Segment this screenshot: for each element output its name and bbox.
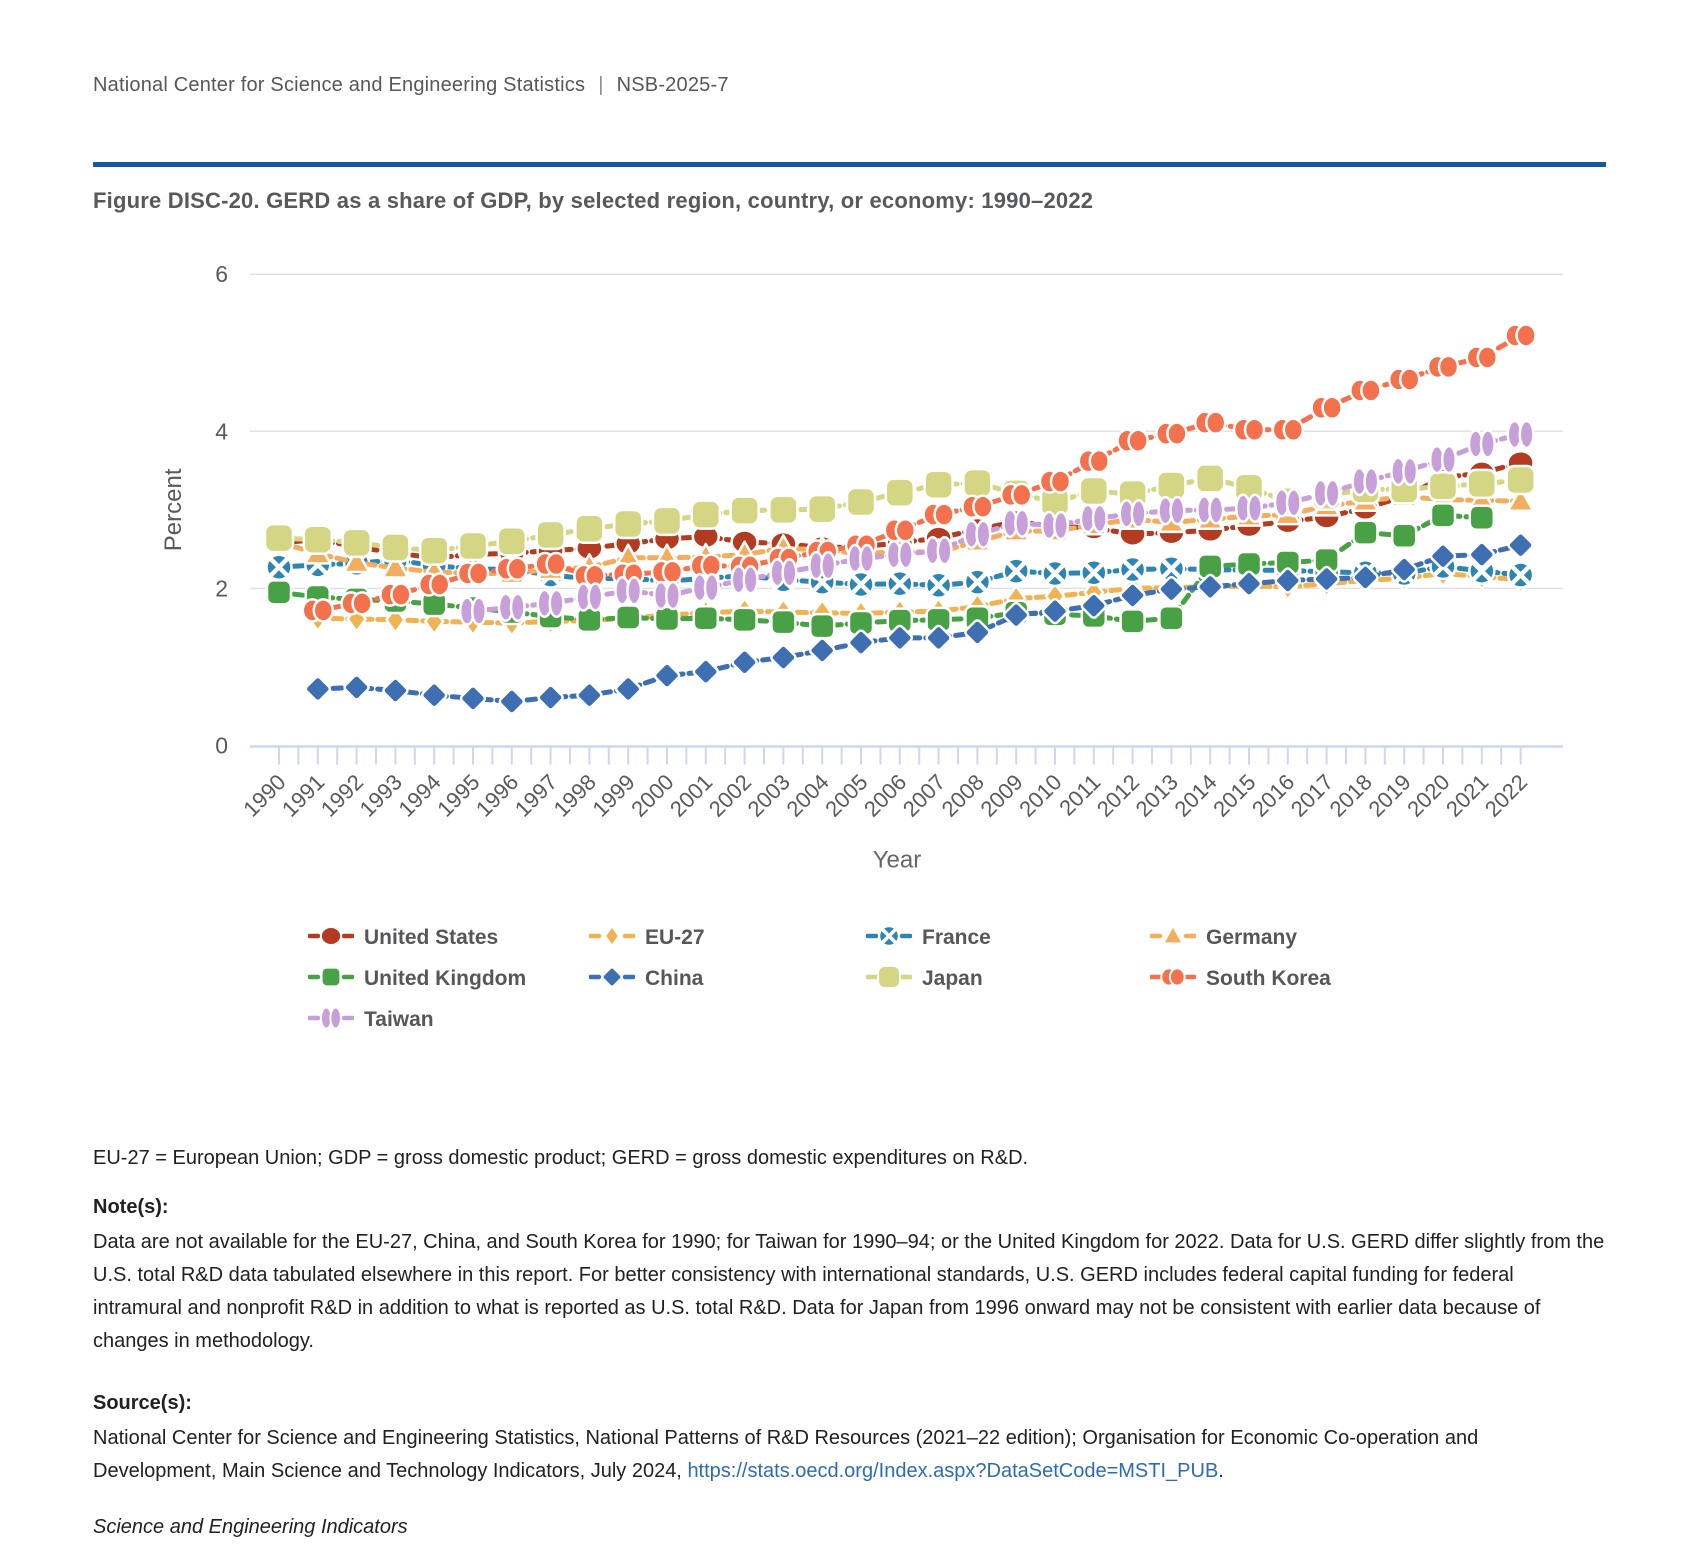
svg-text:1995: 1995 bbox=[432, 769, 484, 821]
svg-text:1993: 1993 bbox=[355, 769, 407, 821]
figure-title: Figure DISC-20. GERD as a share of GDP, … bbox=[93, 188, 1094, 213]
svg-text:2012: 2012 bbox=[1092, 769, 1144, 821]
circle-x-legend-icon bbox=[865, 922, 913, 955]
legend-label: Japan bbox=[922, 967, 983, 990]
svg-text:1991: 1991 bbox=[277, 769, 329, 821]
notes-label: Note(s): bbox=[93, 1196, 169, 1218]
svg-text:2016: 2016 bbox=[1247, 769, 1299, 821]
legend-label: United Kingdom bbox=[364, 967, 527, 990]
notes-section: Note(s): Data are not available for the … bbox=[93, 1196, 1605, 1358]
legend-label: Germany bbox=[1206, 926, 1298, 949]
diamond-thin-legend-icon bbox=[588, 922, 636, 955]
source-text-after: . bbox=[1218, 1460, 1224, 1482]
svg-text:1999: 1999 bbox=[587, 769, 639, 821]
svg-text:Percent: Percent bbox=[160, 468, 187, 551]
legend-item-japan[interactable]: Japan bbox=[865, 963, 1150, 996]
legend-item-germany[interactable]: Germany bbox=[1149, 922, 1331, 955]
svg-text:2002: 2002 bbox=[704, 769, 756, 821]
svg-text:1994: 1994 bbox=[393, 769, 445, 821]
notes-text: Data are not available for the EU-27, Ch… bbox=[93, 1231, 1605, 1352]
svg-text:2011: 2011 bbox=[1054, 769, 1105, 820]
legend-item-south-korea[interactable]: South Korea bbox=[1149, 963, 1331, 996]
legend-label: EU-27 bbox=[645, 926, 705, 949]
gerd-line-chart: 0 2 4 6 Percent 1990 1991 1992 1993 1994 1995 1996 1… bbox=[0, 230, 1699, 890]
source-label: Source(s): bbox=[93, 1392, 192, 1414]
peanut-h-legend-icon bbox=[1149, 963, 1197, 996]
legend-item-taiwan[interactable]: Taiwan bbox=[307, 1004, 589, 1037]
svg-text:2022: 2022 bbox=[1480, 769, 1532, 821]
svg-text:1997: 1997 bbox=[510, 769, 562, 821]
legend-label: Taiwan bbox=[364, 1008, 434, 1031]
svg-text:1998: 1998 bbox=[549, 769, 601, 821]
legend-item-eu-27[interactable]: EU-27 bbox=[588, 922, 866, 955]
svg-text:Year: Year bbox=[873, 847, 922, 874]
chart-canvas: 0246Percent19901991199219931994199519961… bbox=[160, 261, 1563, 874]
svg-text:2020: 2020 bbox=[1402, 769, 1454, 821]
svg-text:2014: 2014 bbox=[1169, 769, 1221, 821]
source-section: Source(s): National Center for Science a… bbox=[93, 1392, 1605, 1488]
svg-text:2003: 2003 bbox=[743, 769, 795, 821]
square-large-legend-icon bbox=[865, 963, 913, 996]
header-report-id: NSB-2025-7 bbox=[616, 74, 729, 96]
source-text-before: National Center for Science and Engineer… bbox=[93, 1427, 1479, 1482]
header-divider: | bbox=[598, 74, 604, 96]
svg-text:2000: 2000 bbox=[626, 769, 678, 821]
svg-text:2010: 2010 bbox=[1014, 769, 1066, 821]
legend-label: United States bbox=[364, 926, 499, 949]
page-header: National Center for Science and Engineer… bbox=[93, 74, 729, 97]
diamond-legend-icon bbox=[588, 963, 636, 996]
svg-text:2009: 2009 bbox=[975, 769, 1027, 821]
svg-text:0: 0 bbox=[215, 733, 228, 759]
svg-text:1990: 1990 bbox=[238, 769, 290, 821]
legend-item-united-kingdom[interactable]: United Kingdom bbox=[307, 963, 589, 996]
svg-text:4: 4 bbox=[215, 418, 228, 444]
svg-text:2007: 2007 bbox=[898, 769, 950, 821]
header-rule bbox=[93, 162, 1606, 167]
svg-text:2021: 2021 bbox=[1441, 769, 1493, 821]
square-legend-icon bbox=[307, 963, 355, 996]
svg-text:2008: 2008 bbox=[937, 769, 989, 821]
chart-legend: United States EU-27 France Germany United Ki… bbox=[307, 922, 1331, 1037]
circle-legend-icon bbox=[307, 922, 355, 955]
publication-name: Science and Engineering Indicators bbox=[93, 1516, 408, 1538]
svg-text:2006: 2006 bbox=[859, 769, 911, 821]
svg-text:2005: 2005 bbox=[820, 769, 872, 821]
legend-item-china[interactable]: China bbox=[588, 963, 866, 996]
peanut-v-legend-icon bbox=[307, 1004, 355, 1037]
svg-text:2013: 2013 bbox=[1131, 769, 1183, 821]
svg-text:2004: 2004 bbox=[781, 769, 833, 821]
source-text: National Center for Science and Engineer… bbox=[93, 1422, 1605, 1488]
source-link[interactable]: https://stats.oecd.org/Index.aspx?DataSe… bbox=[687, 1460, 1219, 1482]
legend-label: China bbox=[645, 967, 704, 990]
svg-text:2019: 2019 bbox=[1363, 769, 1415, 821]
svg-text:2001: 2001 bbox=[665, 769, 717, 821]
svg-text:1992: 1992 bbox=[316, 769, 368, 821]
svg-text:2017: 2017 bbox=[1286, 769, 1338, 821]
legend-label: France bbox=[922, 926, 991, 949]
triangle-legend-icon bbox=[1149, 922, 1197, 955]
svg-text:1996: 1996 bbox=[471, 769, 523, 821]
abbreviation-note: EU-27 = European Union; GDP = gross dome… bbox=[93, 1147, 1029, 1169]
svg-text:2: 2 bbox=[215, 575, 228, 601]
legend-label: South Korea bbox=[1206, 967, 1331, 990]
header-org: National Center for Science and Engineer… bbox=[93, 74, 586, 96]
svg-text:6: 6 bbox=[215, 261, 228, 287]
legend-item-france[interactable]: France bbox=[865, 922, 1150, 955]
svg-text:2018: 2018 bbox=[1325, 769, 1377, 821]
svg-text:2015: 2015 bbox=[1208, 769, 1260, 821]
legend-item-united-states[interactable]: United States bbox=[307, 922, 589, 955]
